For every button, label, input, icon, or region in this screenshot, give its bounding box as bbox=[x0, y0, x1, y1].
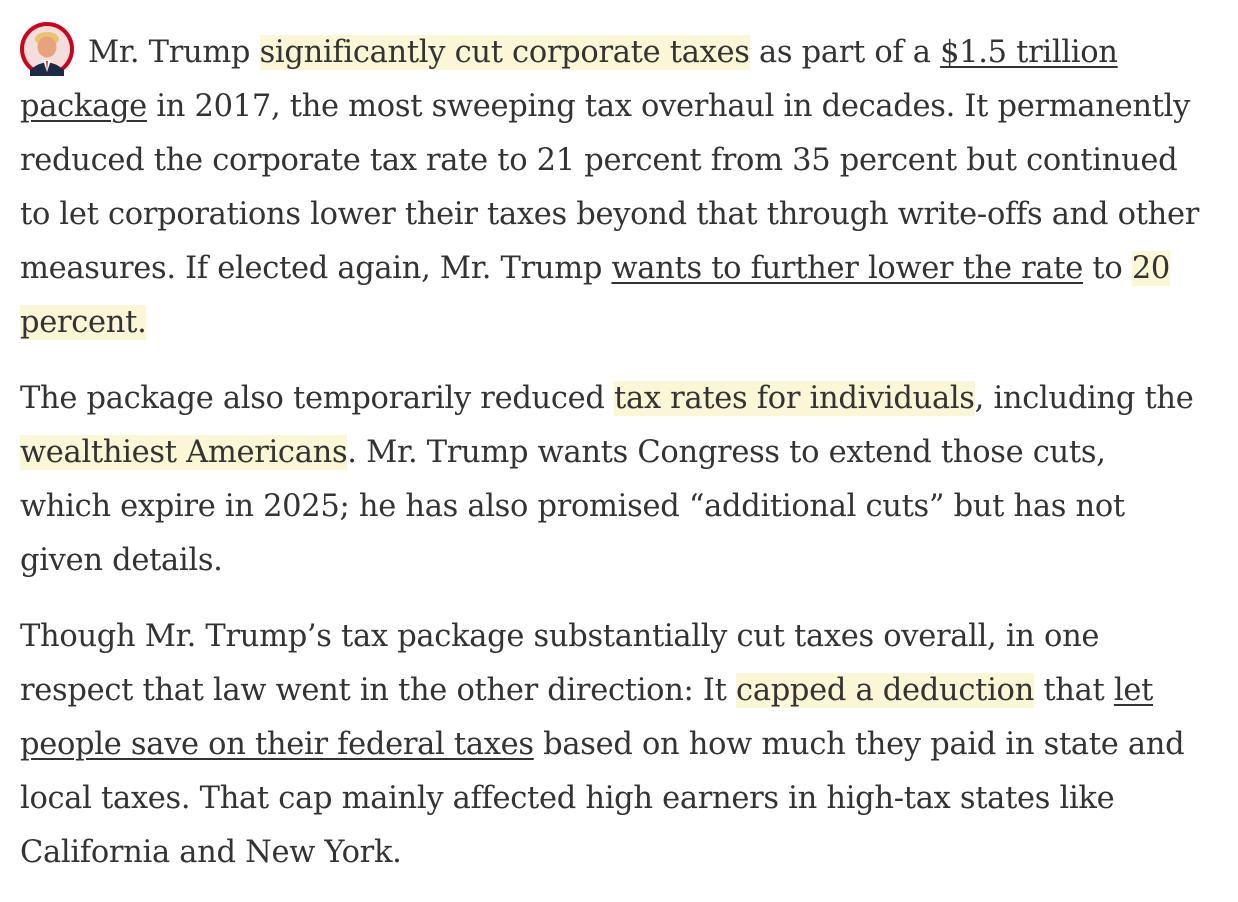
p1-highlight-corporate-taxes: significantly cut corporate taxes bbox=[259, 35, 750, 70]
p3-segment-0: Though Mr. Trump’s tax package substanti… bbox=[20, 619, 1100, 708]
paragraph-2: The package also temporarily reduced tax… bbox=[20, 372, 1200, 588]
p1-segment-0: Mr. Trump bbox=[88, 35, 260, 70]
p1-segment-2: as part of a bbox=[749, 35, 941, 70]
link-1-5-trillion-package[interactable]: $1.5 trillion package bbox=[20, 35, 1118, 124]
p1-segment-4: in 2017, the most sweeping tax overhaul … bbox=[20, 89, 1199, 286]
p2-segment-4: . Mr. Trump wants Congress to extend tho… bbox=[20, 435, 1125, 578]
paragraph-1: Mr. Trump significantly cut corporate ta… bbox=[20, 22, 1200, 350]
p3-highlight-capped-deduction: capped a deduction bbox=[736, 673, 1034, 708]
candidate-avatar-icon bbox=[20, 22, 74, 76]
p1-segment-6: to bbox=[1083, 251, 1132, 286]
article-body: Mr. Trump significantly cut corporate ta… bbox=[20, 22, 1200, 902]
link-lower-the-rate[interactable]: wants to further lower the rate bbox=[611, 251, 1084, 286]
p2-highlight-individual-rates: tax rates for individuals bbox=[614, 381, 975, 416]
link-federal-taxes[interactable]: let people save on their federal taxes bbox=[20, 673, 1154, 762]
p2-segment-2: , including the bbox=[974, 381, 1194, 416]
p2-segment-0: The package also temporarily reduced bbox=[20, 381, 615, 416]
p3-segment-2: that bbox=[1033, 673, 1114, 708]
p3-segment-4: based on how much they paid in state and… bbox=[20, 727, 1185, 870]
p2-highlight-wealthiest-americans: wealthiest Americans bbox=[20, 435, 348, 470]
paragraph-3: Though Mr. Trump’s tax package substanti… bbox=[20, 610, 1200, 880]
